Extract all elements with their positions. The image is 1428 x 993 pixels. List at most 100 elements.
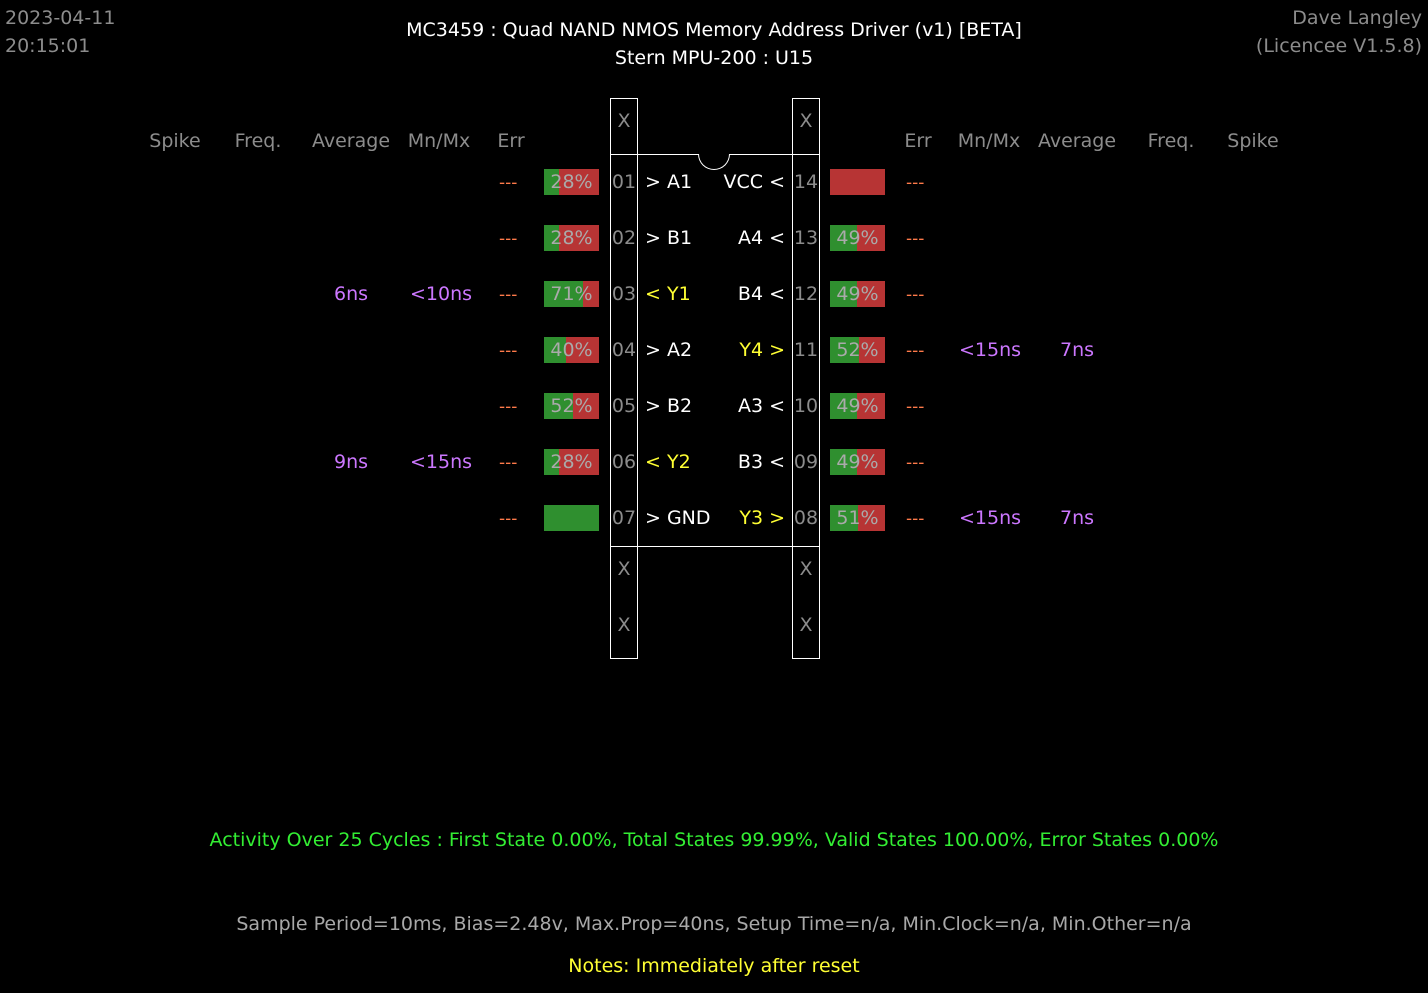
err-value: --- xyxy=(499,509,518,529)
activity-bar-fill xyxy=(544,169,560,195)
pin-number: 13 xyxy=(793,227,819,249)
pin-signal-label: Y4 > xyxy=(739,339,785,361)
pin-number: 04 xyxy=(611,339,637,361)
activity-bar: 40% xyxy=(544,337,599,363)
pin-number: 08 xyxy=(793,507,819,529)
activity-percent xyxy=(830,169,885,195)
err-value: --- xyxy=(499,229,518,249)
pin-number: 05 xyxy=(611,395,637,417)
x-mark-top-right: X xyxy=(799,110,813,132)
licence-label: (Licencee V1.5.8) xyxy=(1255,35,1422,57)
activity-bar-fill xyxy=(544,281,584,307)
pin-signal-label: > A1 xyxy=(645,171,693,193)
activity-bar: 71% xyxy=(544,281,599,307)
col-header-spike-left: Spike xyxy=(149,130,201,152)
pin-signal-label: B4 < xyxy=(737,283,785,305)
pin-number: 01 xyxy=(611,171,637,193)
average-value: 6ns xyxy=(333,283,369,305)
mnmx-value: <15ns xyxy=(409,451,473,473)
pin-number: 02 xyxy=(611,227,637,249)
pin-signal-label: > B2 xyxy=(645,395,693,417)
col-header-mnmx-right: Mn/Mx xyxy=(957,130,1021,152)
activity-bar-fill xyxy=(830,281,857,307)
notes-label: Notes: Immediately after reset xyxy=(568,955,860,977)
page-subtitle: Stern MPU-200 : U15 xyxy=(614,47,814,69)
err-value: --- xyxy=(906,229,925,249)
average-value: 9ns xyxy=(333,451,369,473)
activity-bar: 52% xyxy=(830,337,885,363)
activity-percent: 28% xyxy=(550,171,593,193)
col-header-average-left: Average xyxy=(311,130,391,152)
activity-summary: Activity Over 25 Cycles : First State 0.… xyxy=(209,829,1219,851)
activity-bar: 51% xyxy=(830,505,885,531)
activity-percent: 28% xyxy=(550,451,593,473)
x-mark-top-left: X xyxy=(617,110,631,132)
err-value: --- xyxy=(499,397,518,417)
x-mark-bottom-right-2: X xyxy=(799,614,813,636)
err-value: --- xyxy=(499,173,518,193)
pin-number: 12 xyxy=(793,283,819,305)
activity-bar-fill xyxy=(544,337,566,363)
average-value: 7ns xyxy=(1059,507,1095,529)
col-header-mnmx-left: Mn/Mx xyxy=(407,130,471,152)
activity-bar: 28% xyxy=(544,449,599,475)
x-mark-bottom-right-1: X xyxy=(799,558,813,580)
activity-percent: 51% xyxy=(836,507,879,529)
pin-signal-label: < Y2 xyxy=(645,451,691,473)
pin-number: 07 xyxy=(611,507,637,529)
activity-bar-fill xyxy=(544,505,599,531)
activity-bar-fill xyxy=(544,449,560,475)
x-mark-bottom-left-2: X xyxy=(617,614,631,636)
activity-percent: 52% xyxy=(550,395,593,417)
activity-bar-fill xyxy=(544,225,560,251)
pin-signal-label: VCC < xyxy=(723,171,786,193)
activity-bar: 49% xyxy=(830,449,885,475)
activity-bar: 49% xyxy=(830,225,885,251)
activity-percent: 71% xyxy=(550,283,593,305)
pin-signal-label: A4 < xyxy=(737,227,785,249)
pin-signal-label: < Y1 xyxy=(645,283,691,305)
date-label: 2023-04-11 xyxy=(5,7,116,29)
pin-signal-label: B3 < xyxy=(737,451,785,473)
author-label: Dave Langley xyxy=(1292,7,1422,29)
pin-signal-label: > B1 xyxy=(645,227,693,249)
x-mark-bottom-left-1: X xyxy=(617,558,631,580)
page-title: MC3459 : Quad NAND NMOS Memory Address D… xyxy=(406,19,1022,41)
activity-bar: 52% xyxy=(544,393,599,419)
chip-body xyxy=(610,154,820,547)
col-header-average-right: Average xyxy=(1037,130,1117,152)
pin-number: 09 xyxy=(793,451,819,473)
activity-percent: 49% xyxy=(836,283,879,305)
activity-bar: 49% xyxy=(830,281,885,307)
pin-number: 14 xyxy=(793,171,819,193)
col-header-err-left: Err xyxy=(497,130,525,152)
err-value: --- xyxy=(906,341,925,361)
pin-number: 11 xyxy=(793,339,819,361)
activity-bar xyxy=(544,505,599,531)
pin-signal-label: A3 < xyxy=(737,395,785,417)
err-value: --- xyxy=(499,341,518,361)
activity-percent xyxy=(544,505,599,531)
activity-percent: 49% xyxy=(836,451,879,473)
err-value: --- xyxy=(499,453,518,473)
activity-percent: 40% xyxy=(550,339,593,361)
pin-signal-label: Y3 > xyxy=(739,507,785,529)
time-label: 20:15:01 xyxy=(5,35,91,57)
col-header-freq-right: Freq. xyxy=(1147,130,1195,152)
activity-percent: 49% xyxy=(836,395,879,417)
pin-number: 03 xyxy=(611,283,637,305)
activity-percent: 49% xyxy=(836,227,879,249)
activity-bar xyxy=(830,169,885,195)
activity-bar: 28% xyxy=(544,169,599,195)
pin-number: 06 xyxy=(611,451,637,473)
activity-bar-fill xyxy=(830,393,857,419)
mnmx-value: <10ns xyxy=(409,283,473,305)
average-value: 7ns xyxy=(1059,339,1095,361)
col-header-err-right: Err xyxy=(904,130,932,152)
err-value: --- xyxy=(906,453,925,473)
pin-signal-label: > GND xyxy=(645,507,711,529)
mnmx-value: <15ns xyxy=(958,339,1022,361)
activity-percent: 28% xyxy=(550,227,593,249)
activity-bar-fill xyxy=(830,225,857,251)
activity-bar-fill xyxy=(830,449,857,475)
